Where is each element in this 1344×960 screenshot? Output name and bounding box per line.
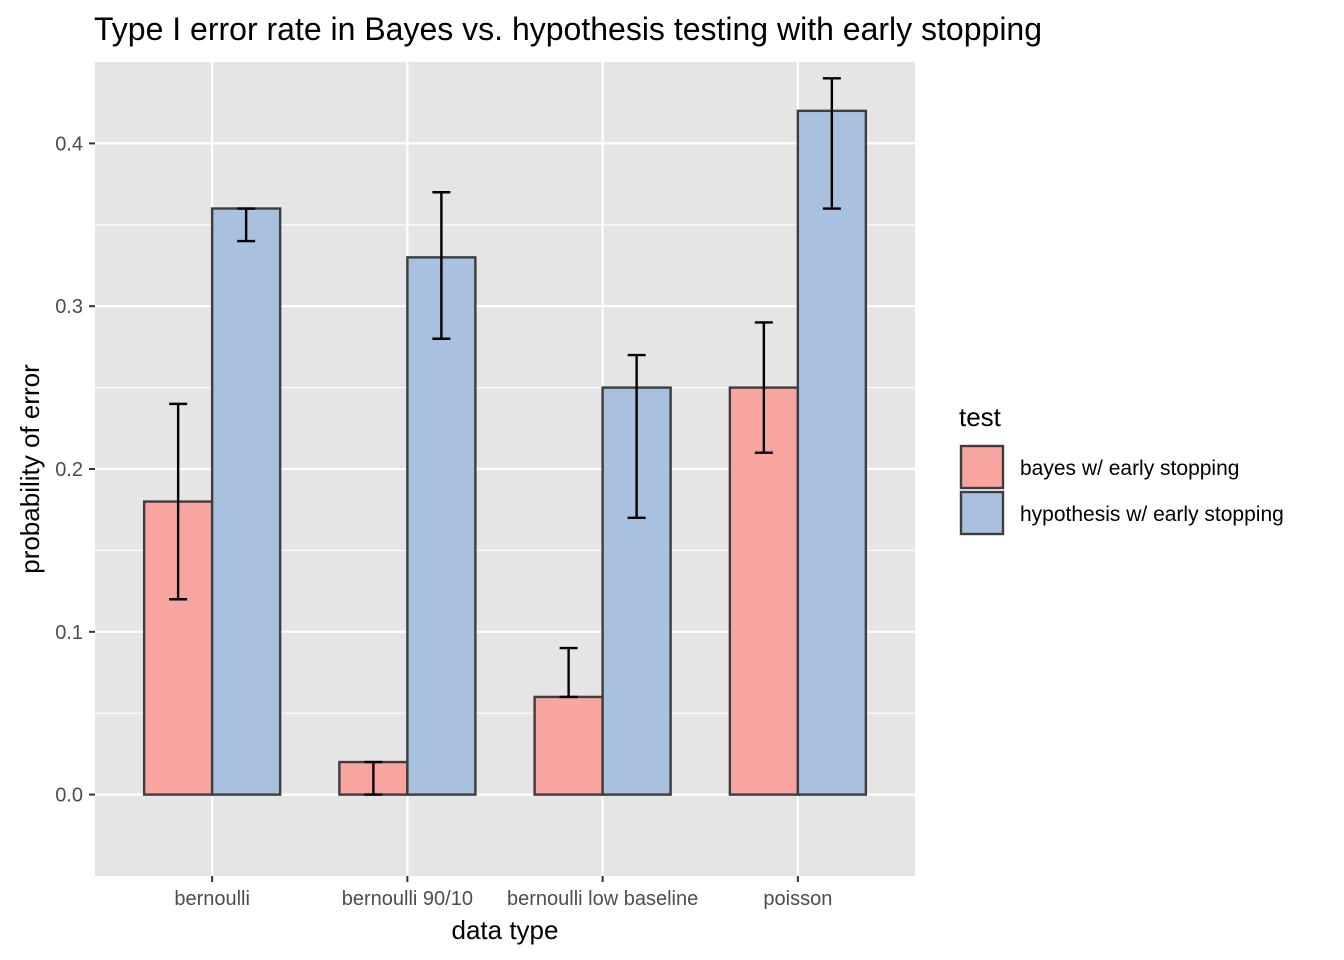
x-tick-label: bernoulli low baseline bbox=[507, 888, 698, 910]
bar-hypothesis bbox=[796, 109, 868, 796]
error-bar bbox=[559, 646, 578, 699]
y-axis-title: probability of error bbox=[15, 364, 45, 574]
error-bar bbox=[364, 760, 383, 796]
legend: test bayes w/ early stopping hypothesis w… bbox=[959, 402, 1284, 536]
error-bar bbox=[432, 191, 451, 340]
y-tick-label: 0.1 bbox=[55, 622, 83, 644]
y-tick-label: 0.0 bbox=[55, 785, 83, 807]
y-axis: 0.0 0.1 0.2 0.3 0.4 bbox=[55, 133, 95, 807]
bar-hypothesis bbox=[406, 256, 477, 796]
bar-bayes bbox=[142, 500, 214, 796]
bar-bayes bbox=[533, 695, 604, 796]
y-tick-label: 0.3 bbox=[55, 296, 83, 318]
error-bar bbox=[754, 321, 773, 454]
error-bar bbox=[822, 77, 841, 210]
x-tick-label: bernoulli 90/10 bbox=[342, 888, 473, 910]
x-axis: bernoulli bernoulli 90/10 bernoulli low ba… bbox=[174, 876, 832, 910]
error-bar bbox=[169, 402, 188, 601]
legend-title: test bbox=[959, 402, 1002, 432]
legend-item: hypothesis w/ early stopping bbox=[959, 490, 1284, 536]
chart-title: Type I error rate in Bayes vs. hypothesi… bbox=[94, 11, 1042, 47]
legend-label: bayes w/ early stopping bbox=[1020, 457, 1239, 480]
error-bars bbox=[169, 77, 841, 796]
x-tick-label: poisson bbox=[763, 888, 832, 910]
y-tick-label: 0.4 bbox=[55, 133, 83, 155]
error-bar bbox=[627, 353, 646, 520]
x-axis-title: data type bbox=[452, 915, 559, 945]
y-tick-label: 0.2 bbox=[55, 459, 83, 481]
error-bar bbox=[237, 207, 256, 243]
legend-item: bayes w/ early stopping bbox=[959, 444, 1239, 490]
legend-swatch bbox=[959, 444, 1005, 490]
legend-label: hypothesis w/ early stopping bbox=[1020, 503, 1284, 526]
legend-swatch bbox=[959, 490, 1005, 536]
x-tick-label: bernoulli bbox=[174, 888, 250, 910]
bar-hypothesis bbox=[210, 207, 282, 796]
bars bbox=[142, 109, 868, 796]
